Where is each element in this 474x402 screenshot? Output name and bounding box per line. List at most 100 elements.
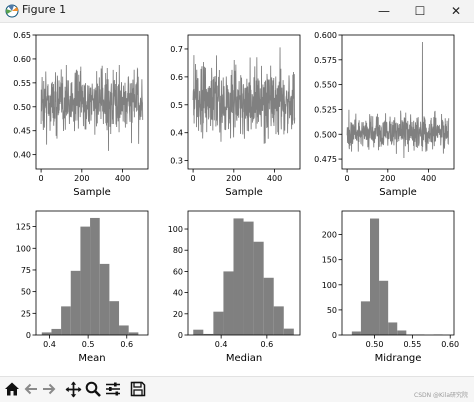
x-tick-label: 400 — [115, 174, 130, 183]
subplot-2: 0 200 400 0.3 0.4 0.5 0.6 0.7 Sample — [170, 34, 301, 198]
x-axis-label: Midrange — [375, 353, 422, 364]
y-tick-label: 0.50 — [13, 103, 31, 112]
series-line — [40, 65, 144, 151]
histogram-bar — [283, 328, 294, 335]
x-tick-label: 0.50 — [366, 340, 384, 349]
x-axis-label: Sample — [379, 187, 417, 198]
y-tick-label: 0.45 — [13, 127, 31, 136]
axes-frame — [187, 34, 301, 170]
minimize-button[interactable]: — — [378, 4, 390, 18]
axes-frame — [35, 210, 149, 336]
x-tick-label: 400 — [267, 174, 282, 183]
zoom-icon — [85, 381, 101, 397]
histogram-bar — [90, 217, 100, 335]
axes-frame — [35, 34, 149, 170]
configure-subplots-icon — [106, 382, 120, 396]
back-arrow-icon — [24, 383, 37, 395]
y-tick-label: 75 — [21, 266, 31, 275]
x-axis-label: Mean — [78, 353, 105, 364]
x-tick-label: 0.55 — [403, 340, 421, 349]
y-tick-label: 50 — [327, 306, 337, 315]
histogram-bar — [193, 329, 204, 335]
y-tick-label: 0.6 — [170, 73, 183, 82]
x-tick-label: 200 — [74, 174, 89, 183]
x-tick-label: 0.6 — [120, 340, 133, 349]
histogram-bar — [128, 332, 139, 335]
y-tick-label: 0 — [332, 331, 337, 340]
histogram-bar — [379, 280, 389, 335]
window-titlebar: Figure 1 — ☐ ✕ — [0, 0, 474, 23]
y-tick-label: 0.7 — [170, 45, 183, 54]
y-tick-label: 0.3 — [170, 157, 183, 166]
window-title: Figure 1 — [22, 3, 67, 16]
x-tick-label: 0 — [191, 174, 196, 183]
y-tick-label: 0.600 — [314, 31, 337, 40]
axes-frame — [341, 210, 455, 336]
y-tick-label: 0.4 — [170, 129, 183, 138]
x-axis-label: Sample — [225, 187, 263, 198]
y-tick-label: 0.40 — [13, 151, 31, 160]
y-tick-label: 200 — [322, 231, 337, 240]
histogram-bar — [80, 226, 91, 335]
histogram-bar — [263, 277, 274, 335]
y-tick-label: 0.575 — [314, 56, 337, 65]
x-tick-label: 0.5 — [82, 340, 95, 349]
y-tick-label: 100 — [16, 244, 31, 253]
y-tick-label: 0.550 — [314, 81, 337, 90]
y-tick-label: 150 — [322, 256, 337, 265]
histogram-bar — [61, 306, 71, 335]
x-tick-label: 0 — [345, 174, 350, 183]
y-tick-label: 0.475 — [314, 155, 337, 164]
histogram-bar — [370, 218, 380, 335]
histogram-bar — [360, 301, 370, 335]
save-button[interactable] — [128, 379, 148, 399]
x-tick-label: 0.4 — [43, 340, 56, 349]
figure-canvas: 0 200 400 0.40 0.45 0.50 0.55 0.60 0.65 Sample 0 20… — [0, 23, 474, 375]
x-tick-label: 200 — [226, 174, 241, 183]
y-tick-label: 0 — [26, 331, 31, 340]
subplot-3: 0 200 400 0.475 0.500 0.525 0.550 0.575 0.600 Sam… — [314, 31, 455, 198]
forward-arrow-icon — [43, 383, 56, 395]
series-line — [192, 47, 296, 144]
subplot-4: 0.4 0.5 0.6 0 25 50 75 100 125 Mean — [16, 210, 149, 364]
histogram-bar — [41, 332, 52, 335]
subplot-1: 0 200 400 0.40 0.45 0.50 0.55 0.60 0.65 Sample — [13, 31, 149, 198]
y-tick-label: 80 — [173, 246, 183, 255]
histogram-bar — [213, 311, 224, 335]
maximize-button[interactable]: ☐ — [414, 4, 426, 18]
y-tick-label: 0.5 — [170, 101, 183, 110]
histogram-bar — [99, 263, 110, 335]
x-tick-label: 0.4 — [215, 340, 228, 349]
watermark: CSDN @Kila研究院 — [414, 392, 468, 399]
zoom-button[interactable] — [83, 379, 103, 399]
histogram-bar — [273, 306, 284, 335]
axes-frame — [341, 34, 455, 170]
home-icon — [5, 382, 19, 396]
configure-subplots-button[interactable] — [103, 379, 123, 399]
pan-button[interactable] — [63, 379, 83, 399]
y-tick-label: 0.65 — [13, 31, 31, 40]
close-button[interactable]: ✕ — [450, 4, 462, 18]
home-button[interactable] — [2, 379, 22, 399]
y-tick-label: 20 — [173, 310, 183, 319]
forward-button[interactable] — [39, 379, 59, 399]
histogram-bar — [351, 331, 361, 335]
y-tick-label: 0.525 — [314, 105, 337, 114]
y-tick-label: 50 — [21, 288, 31, 297]
y-tick-label: 0.60 — [13, 55, 31, 64]
histogram-bar — [233, 218, 244, 335]
y-tick-label: 40 — [173, 289, 183, 298]
x-axis-label: Median — [226, 353, 262, 364]
x-tick-label: 0 — [39, 174, 44, 183]
back-button[interactable] — [21, 379, 41, 399]
histogram-bar — [388, 322, 398, 335]
histogram-bar — [397, 330, 407, 335]
y-tick-label: 0.500 — [314, 130, 337, 139]
y-tick-label: 0 — [178, 331, 183, 340]
axes-frame — [187, 210, 301, 336]
histogram-bar — [253, 241, 264, 335]
navigation-toolbar: CSDN @Kila研究院 — [0, 376, 474, 402]
subplot-6: 0.50 0.55 0.60 0 50 100 150 200 Midrange — [322, 210, 459, 364]
x-tick-label: 200 — [380, 174, 395, 183]
